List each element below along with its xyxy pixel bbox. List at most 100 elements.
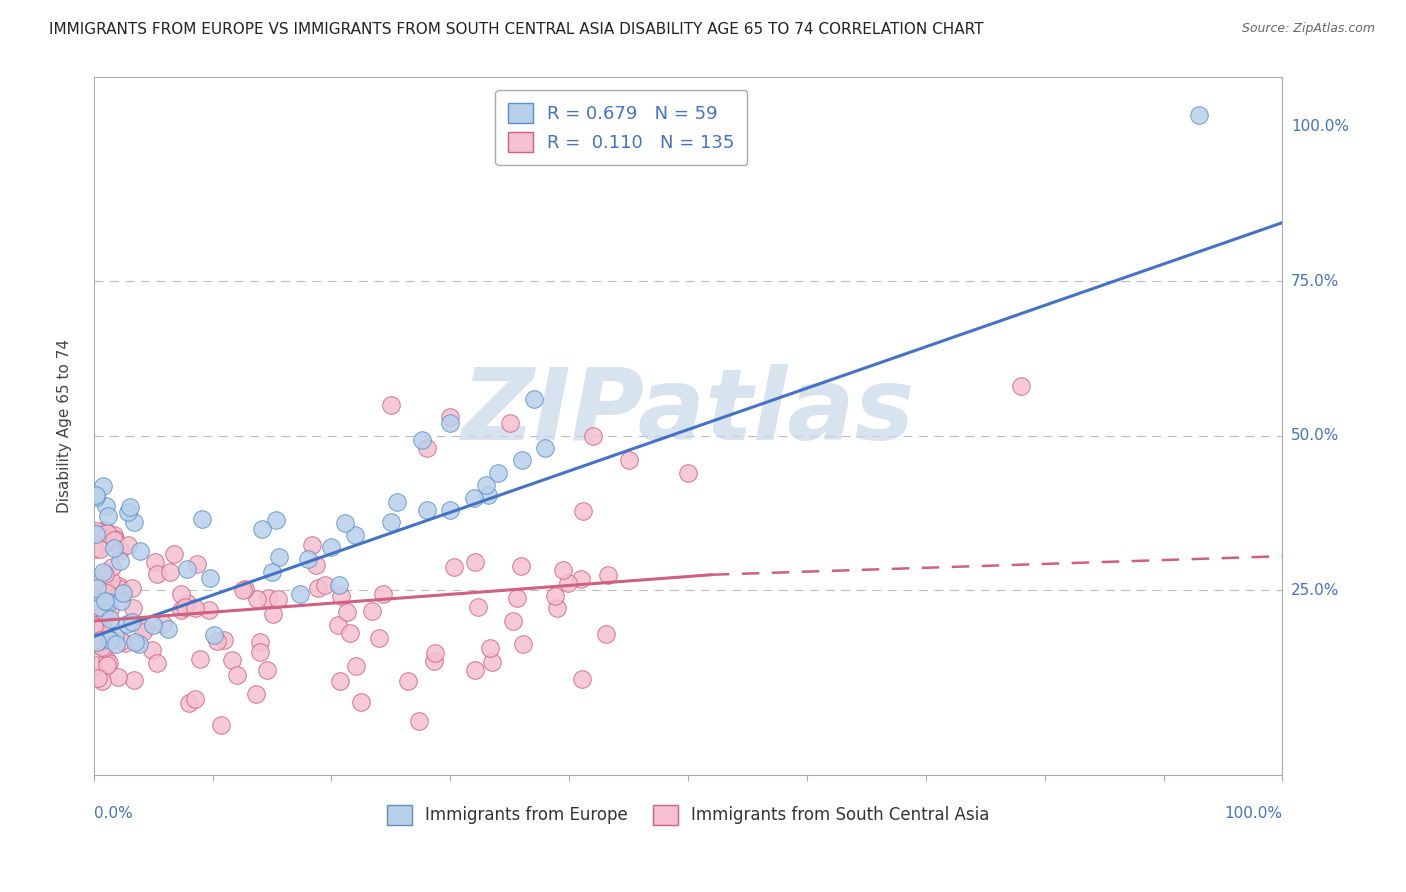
- Point: [464, 663, 486, 677]
- Point: [84, 658, 107, 673]
- Point: [186, 557, 208, 571]
- Text: ZIPatlas: ZIPatlas: [461, 364, 915, 461]
- Point: [86, 524, 108, 539]
- Point: [142, 617, 165, 632]
- Point: [249, 645, 271, 659]
- Point: [1010, 379, 1032, 393]
- Point: [232, 583, 254, 598]
- Point: [108, 554, 131, 568]
- Point: [94, 626, 117, 640]
- Point: [93, 479, 115, 493]
- Point: [108, 585, 131, 599]
- Point: [173, 600, 195, 615]
- Point: [84, 639, 107, 653]
- Point: [98, 602, 121, 616]
- Point: [84, 617, 107, 632]
- Point: [96, 526, 118, 541]
- Text: Source: ZipAtlas.com: Source: ZipAtlas.com: [1241, 22, 1375, 36]
- Point: [105, 637, 128, 651]
- Point: [96, 653, 118, 667]
- Point: [87, 627, 110, 641]
- Point: [91, 674, 114, 689]
- Point: [103, 528, 125, 542]
- Point: [108, 542, 131, 557]
- Point: [486, 466, 509, 480]
- Point: [467, 599, 489, 614]
- Point: [225, 668, 247, 682]
- Point: [104, 532, 127, 546]
- Point: [134, 621, 156, 635]
- Point: [170, 587, 193, 601]
- Point: [344, 659, 367, 673]
- Point: [267, 550, 290, 565]
- Point: [87, 599, 110, 614]
- Point: [176, 596, 198, 610]
- Point: [94, 567, 117, 582]
- Point: [93, 604, 115, 618]
- Point: [267, 591, 290, 606]
- Point: [246, 592, 269, 607]
- Point: [101, 560, 124, 574]
- Point: [97, 508, 120, 523]
- Point: [184, 601, 207, 615]
- Point: [439, 410, 461, 425]
- Point: [479, 641, 502, 656]
- Point: [425, 646, 447, 660]
- Point: [83, 619, 105, 633]
- Point: [107, 670, 129, 684]
- Point: [89, 542, 111, 557]
- Point: [94, 499, 117, 513]
- Point: [128, 637, 150, 651]
- Point: [87, 671, 110, 685]
- Point: [98, 612, 121, 626]
- Point: [104, 628, 127, 642]
- Point: [617, 453, 640, 467]
- Y-axis label: Disability Age 65 to 74: Disability Age 65 to 74: [58, 340, 72, 514]
- Point: [307, 581, 329, 595]
- Point: [333, 516, 356, 531]
- Point: [200, 571, 222, 585]
- Point: [103, 533, 125, 547]
- Point: [205, 634, 228, 648]
- Point: [463, 491, 485, 505]
- Point: [152, 617, 174, 632]
- Point: [110, 582, 132, 596]
- Point: [544, 589, 567, 603]
- Point: [314, 578, 336, 592]
- Point: [551, 562, 574, 576]
- Point: [344, 527, 367, 541]
- Point: [204, 627, 226, 641]
- Point: [249, 635, 271, 649]
- Point: [91, 565, 114, 579]
- Point: [84, 490, 107, 504]
- Point: [159, 565, 181, 579]
- Text: 50.0%: 50.0%: [1291, 428, 1339, 443]
- Point: [86, 600, 108, 615]
- Point: [122, 600, 145, 615]
- Point: [146, 566, 169, 581]
- Point: [179, 696, 201, 710]
- Point: [245, 687, 267, 701]
- Point: [90, 580, 112, 594]
- Point: [371, 587, 394, 601]
- Point: [439, 503, 461, 517]
- Point: [256, 591, 278, 605]
- Point: [94, 536, 117, 550]
- Point: [326, 617, 349, 632]
- Point: [415, 503, 437, 517]
- Point: [339, 626, 361, 640]
- Point: [98, 656, 121, 670]
- Point: [83, 574, 105, 589]
- Point: [264, 513, 287, 527]
- Point: [145, 656, 167, 670]
- Point: [188, 652, 211, 666]
- Point: [221, 653, 243, 667]
- Point: [250, 522, 273, 536]
- Point: [110, 634, 132, 648]
- Point: [117, 505, 139, 519]
- Point: [122, 515, 145, 529]
- Point: [84, 488, 107, 502]
- Point: [305, 558, 328, 573]
- Point: [328, 578, 350, 592]
- Point: [350, 695, 373, 709]
